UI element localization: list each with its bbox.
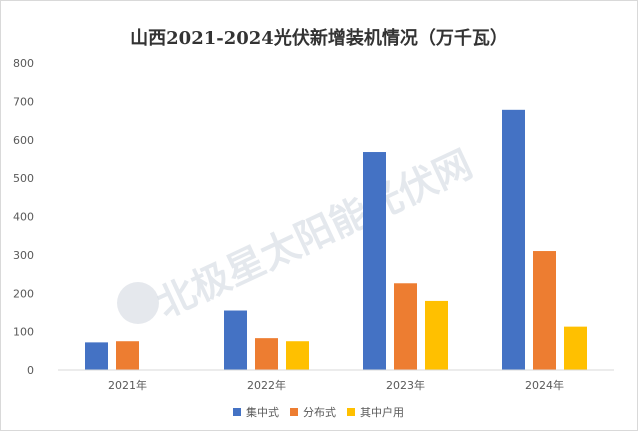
y-tick-label: 800	[13, 57, 34, 70]
y-tick-label: 0	[27, 364, 34, 377]
legend-label-3: 其中户用	[360, 405, 404, 419]
bars	[85, 109, 587, 370]
bar-2-1	[116, 341, 139, 370]
bar-2-3	[394, 283, 417, 370]
legend-label-1: 集中式	[246, 405, 279, 419]
y-tick-label: 200	[13, 287, 34, 300]
legend-swatch-1	[233, 408, 241, 416]
bar-1-3	[363, 152, 386, 370]
x-category-label: 2024年	[525, 378, 564, 392]
y-tick-label: 600	[13, 134, 34, 147]
y-tick-label: 700	[13, 95, 34, 108]
bar-3-4	[564, 326, 587, 370]
legend: 集中式 分布式 其中户用	[233, 405, 404, 419]
legend-label-2: 分布式	[303, 406, 336, 419]
y-tick-label: 300	[13, 249, 34, 262]
bar-3-2	[286, 341, 309, 370]
y-tick-label: 500	[13, 172, 34, 185]
bar-1-1	[85, 342, 108, 370]
legend-swatch-3	[347, 408, 355, 416]
x-category-label: 2021年	[108, 378, 147, 392]
y-tick-label: 100	[13, 326, 34, 339]
bar-1-2	[224, 310, 247, 370]
x-category-label: 2022年	[247, 378, 286, 392]
watermark-logo-icon	[117, 282, 159, 324]
bar-3-3	[425, 300, 448, 370]
bar-2-2	[255, 338, 278, 370]
watermark: 北极星太阳能光伏网	[117, 142, 479, 326]
x-axis: 2021年 2022年 2023年 2024年	[108, 378, 564, 392]
x-category-label: 2023年	[386, 378, 425, 392]
y-axis: 0 100 200 300 400 500 600 700 800	[13, 57, 34, 377]
y-tick-label: 400	[13, 211, 34, 224]
chart-title: 山西2021-2024光伏新增装机情况（万千瓦）	[130, 27, 508, 49]
legend-swatch-2	[290, 408, 298, 416]
bar-1-4	[502, 109, 525, 370]
watermark-text: 北极星太阳能光伏网	[150, 142, 479, 326]
bar-2-4	[533, 251, 556, 370]
